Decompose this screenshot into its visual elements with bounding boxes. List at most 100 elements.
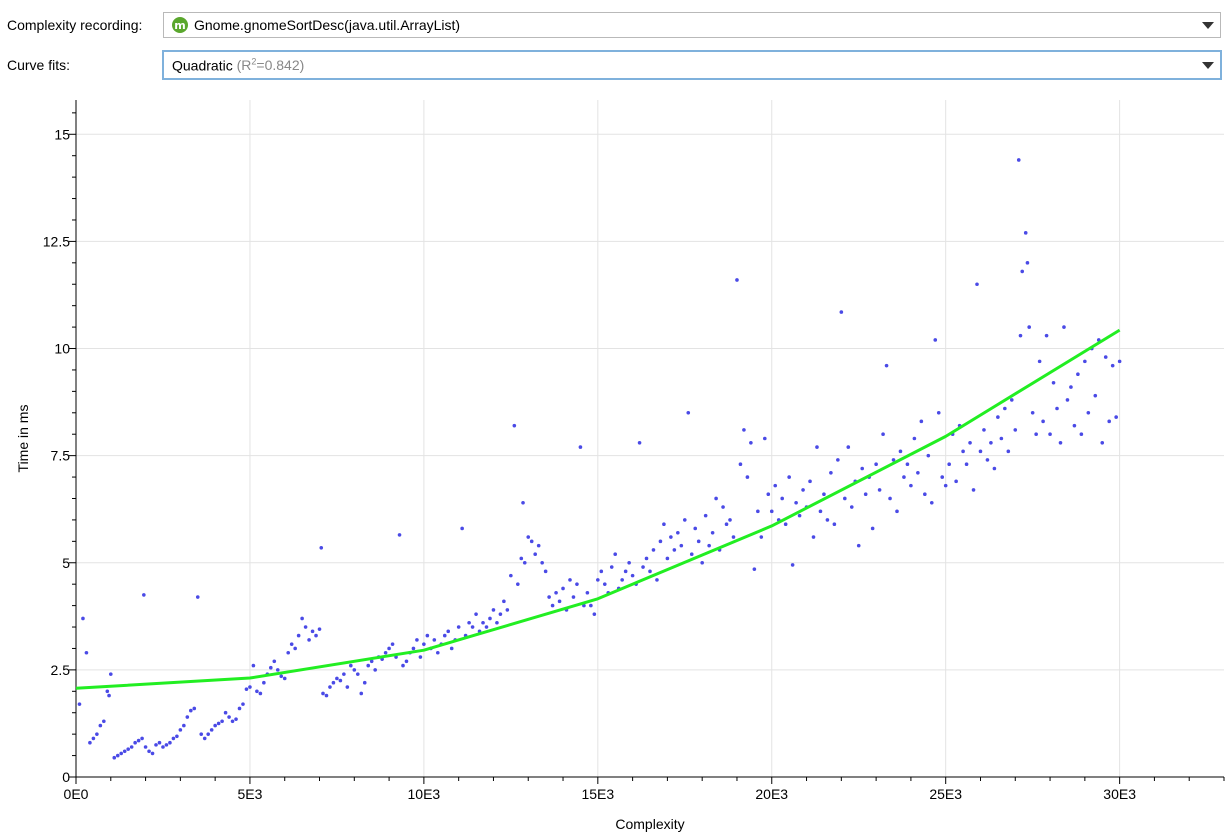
curve-fits-label: Curve fits:	[7, 57, 71, 73]
curve-fits-select[interactable]: Quadratic (R2=0.842)	[162, 50, 1222, 80]
data-point	[262, 680, 266, 685]
data-point	[248, 685, 252, 689]
data-point	[387, 646, 391, 651]
data-point	[355, 672, 360, 676]
chevron-down-icon[interactable]	[1202, 61, 1214, 69]
data-point	[491, 608, 496, 612]
data-point	[168, 740, 172, 745]
data-point	[759, 535, 764, 539]
data-point	[863, 492, 868, 497]
data-point	[902, 475, 906, 479]
data-point	[613, 552, 618, 556]
data-point	[1020, 269, 1025, 274]
data-point	[446, 629, 451, 634]
data-point	[877, 488, 882, 492]
data-point	[540, 560, 544, 565]
data-point	[1083, 359, 1087, 364]
data-point	[982, 428, 986, 432]
data-point	[303, 625, 308, 629]
data-point	[470, 625, 475, 629]
y-tick-label: 12.5	[43, 233, 70, 249]
data-point	[738, 462, 743, 467]
data-point	[213, 723, 217, 728]
data-point	[474, 612, 478, 616]
data-point	[547, 595, 551, 599]
data-point	[171, 736, 176, 741]
data-point	[554, 590, 558, 595]
data-point	[216, 721, 221, 726]
data-point	[95, 732, 99, 736]
axes	[69, 100, 1225, 784]
data-point	[964, 462, 969, 467]
data-point	[335, 676, 339, 681]
data-point	[442, 633, 447, 638]
data-point	[227, 715, 231, 719]
data-point	[293, 646, 297, 651]
data-point	[91, 736, 96, 741]
data-point	[989, 440, 993, 445]
data-point	[669, 535, 673, 539]
data-point	[630, 573, 635, 578]
data-point	[352, 668, 357, 672]
data-point	[843, 496, 847, 501]
data-point	[269, 665, 273, 670]
data-point	[801, 488, 805, 492]
data-point	[557, 599, 562, 604]
data-point	[415, 638, 419, 642]
data-point	[244, 687, 249, 691]
fit-curve	[75, 328, 1121, 690]
complexity-recording-label: Complexity recording:	[7, 17, 143, 33]
data-point	[808, 479, 812, 484]
data-point	[745, 475, 750, 479]
data-point	[418, 655, 423, 659]
method-icon: m	[172, 17, 188, 33]
data-point	[147, 749, 151, 754]
data-point	[98, 723, 103, 728]
data-point	[968, 440, 972, 445]
data-point	[77, 702, 82, 706]
data-point	[206, 732, 210, 736]
data-point	[585, 590, 590, 595]
quadratic-fit-line	[75, 328, 1121, 690]
chevron-down-icon[interactable]	[1202, 21, 1214, 29]
data-point	[1034, 432, 1038, 437]
r2-suffix: =0.842)	[256, 57, 305, 74]
data-point	[522, 560, 527, 565]
data-point	[84, 650, 89, 655]
data-point	[258, 691, 263, 696]
data-point	[975, 282, 979, 287]
data-point	[209, 728, 214, 732]
complexity-recording-select[interactable]: m Gnome.gnomeSortDesc(java.util.ArrayLis…	[163, 12, 1221, 38]
data-point	[596, 578, 600, 582]
data-point	[275, 668, 280, 672]
data-point	[425, 633, 430, 638]
data-point	[881, 432, 885, 437]
data-point	[317, 627, 322, 631]
data-point	[112, 755, 117, 760]
curve-fit-r2: (R2=0.842)	[237, 57, 305, 74]
data-point	[435, 650, 440, 655]
data-point	[665, 556, 670, 561]
data-point	[509, 573, 513, 578]
data-point	[1037, 359, 1042, 364]
data-point	[502, 599, 506, 604]
data-point	[521, 500, 525, 505]
data-point	[620, 578, 624, 582]
data-point	[936, 410, 941, 415]
data-point	[602, 582, 607, 586]
x-tick-label: 25E3	[929, 786, 962, 802]
data-point	[342, 672, 346, 676]
data-point	[220, 719, 224, 724]
data-point	[599, 569, 604, 574]
data-point	[728, 518, 732, 522]
data-point	[373, 668, 377, 672]
x-tick-label: 15E3	[581, 786, 614, 802]
data-point	[185, 715, 190, 719]
data-point	[707, 543, 711, 548]
data-point	[202, 736, 207, 741]
tick-labels: 0E0 5E3 10E3 15E3 20E3 25E3 30E3 0 2.5 5 7.5 10 12.5…	[43, 126, 1136, 802]
curve-fit-model: Quadratic	[172, 57, 233, 74]
data-point	[1048, 432, 1052, 437]
data-point	[749, 440, 753, 445]
data-point	[1018, 333, 1023, 338]
